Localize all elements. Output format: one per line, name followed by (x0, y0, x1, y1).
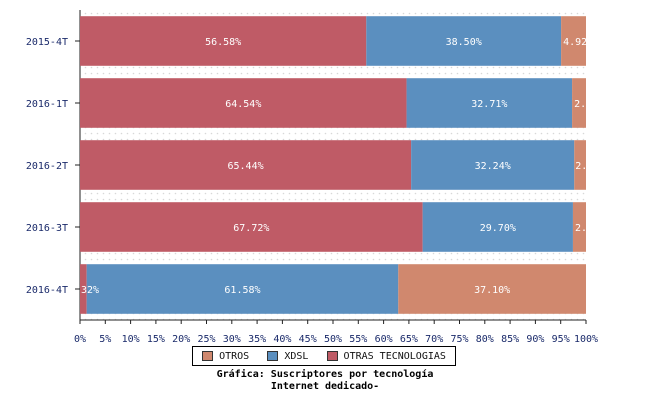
chart-caption-title: Gráfica: Suscriptores por tecnología (216, 369, 434, 380)
bar-segment-otros-2016-3t (572, 202, 586, 252)
legend-swatch-xdsl (267, 351, 279, 361)
x-tick-label-8: 40% (273, 334, 291, 345)
data-label-xdsl-2016-4t: 61.58% (224, 285, 260, 296)
legend-label-xdsl: XDSL (284, 350, 309, 362)
bar-segment-otras-tecnologias-2016-4t (80, 264, 87, 314)
y-tick-label-2015-4t: 2015-4T (26, 37, 68, 48)
bar-segment-otros-2016-1t (572, 78, 586, 128)
y-tick-label-2016-2t: 2016-2T (26, 161, 68, 172)
bar-segment-xdsl-2016-1t (406, 78, 573, 128)
x-tick-label-3: 15% (147, 334, 165, 345)
x-tick-label-6: 30% (223, 334, 241, 345)
x-tick-label-1: 5% (99, 334, 111, 345)
data-label-xdsl-2016-3t: 29.70% (480, 223, 516, 234)
bar-segment-xdsl-2016-4t (86, 264, 399, 314)
bar-segment-otras-tecnologias-2016-1t (80, 78, 407, 128)
legend-swatch-otras-tecnologias (326, 351, 338, 361)
data-label-xdsl-2016-2t: 32.24% (475, 161, 511, 172)
x-tick-label-10: 50% (324, 334, 342, 345)
bar-segment-otras-tecnologias-2016-3t (80, 202, 423, 252)
bar-segment-xdsl-2015-4t (366, 16, 562, 66)
x-tick-label-5: 25% (197, 334, 215, 345)
x-tick-label-17: 85% (501, 334, 519, 345)
legend-label-otras-tecnologias: OTRAS TECNOLOGIAS (343, 350, 446, 362)
x-tick-label-0: 0% (74, 334, 86, 345)
y-tick-label-2016-1t: 2016-1T (26, 99, 68, 110)
data-label-otros-2016-2t: 2.32 (575, 161, 599, 172)
bar-segment-otros-2015-4t (561, 16, 586, 66)
data-label-otros-2016-1t: 2.75 (574, 99, 598, 110)
data-label-otras-tecnologias-2016-3t: 67.72% (233, 223, 269, 234)
bar-segment-otros-2016-4t (398, 264, 586, 314)
data-label-xdsl-2015-4t: 38.50% (446, 37, 482, 48)
stacked-bar-chart: 56.58% 38.50% 4.92% 64.54% 32.71% 2.75 65.44% 3… (26, 10, 599, 345)
x-tick-label-4: 20% (172, 334, 190, 345)
legend-swatch-otros (202, 351, 214, 361)
bar-segment-otras-tecnologias-2016-2t (80, 140, 412, 190)
bar-segment-xdsl-2016-2t (411, 140, 575, 190)
x-tick-label-13: 65% (400, 334, 418, 345)
x-tick-label-11: 55% (349, 334, 367, 345)
legend-item-otros: OTROS (202, 351, 249, 362)
data-label-otros-2016-3t: 2.58 (575, 223, 599, 234)
data-label-otros-2016-4t: 37.10% (474, 285, 510, 296)
x-tick-label-12: 60% (375, 334, 393, 345)
y-tick-label-2016-4t: 2016-4T (26, 285, 68, 296)
x-tick-label-19: 95% (552, 334, 570, 345)
x-tick-label-18: 90% (526, 334, 544, 345)
bar-segment-otros-2016-2t (574, 140, 586, 190)
y-tick-label-2016-3t: 2016-3T (26, 223, 68, 234)
bar-segment-otras-tecnologias-2015-4t (80, 16, 367, 66)
data-label-xdsl-2016-1t: 32.71% (471, 99, 507, 110)
chart-caption-subtitle: Internet dedicado- (270, 381, 380, 392)
legend-label-otros: OTROS (219, 350, 250, 362)
legend: OTROS XDSL OTRAS TECNOLOGIAS (192, 346, 456, 366)
data-label-otras-tecnologias-2016-2t: 65.44% (228, 161, 264, 172)
data-label-otros-2015-4t: 4.92% (563, 37, 593, 48)
bar-segment-xdsl-2016-3t (422, 202, 573, 252)
data-label-otras-tecnologias-2016-4t: 32% (81, 285, 99, 296)
x-tick-label-14: 70% (425, 334, 443, 345)
legend-item-otras-tecnologias: OTRAS TECNOLOGIAS (326, 350, 446, 362)
x-tick-label-15: 75% (450, 334, 468, 345)
data-label-otras-tecnologias-2016-1t: 64.54% (225, 99, 261, 110)
data-label-otras-tecnologias-2015-4t: 56.58% (205, 37, 241, 48)
x-tick-label-2: 10% (122, 334, 140, 345)
x-tick-label-9: 45% (299, 334, 317, 345)
legend-item-xdsl: XDSL (267, 351, 308, 362)
x-tick-label-20: 100% (574, 334, 598, 345)
x-tick-label-7: 35% (248, 334, 266, 345)
x-tick-label-16: 80% (476, 334, 494, 345)
